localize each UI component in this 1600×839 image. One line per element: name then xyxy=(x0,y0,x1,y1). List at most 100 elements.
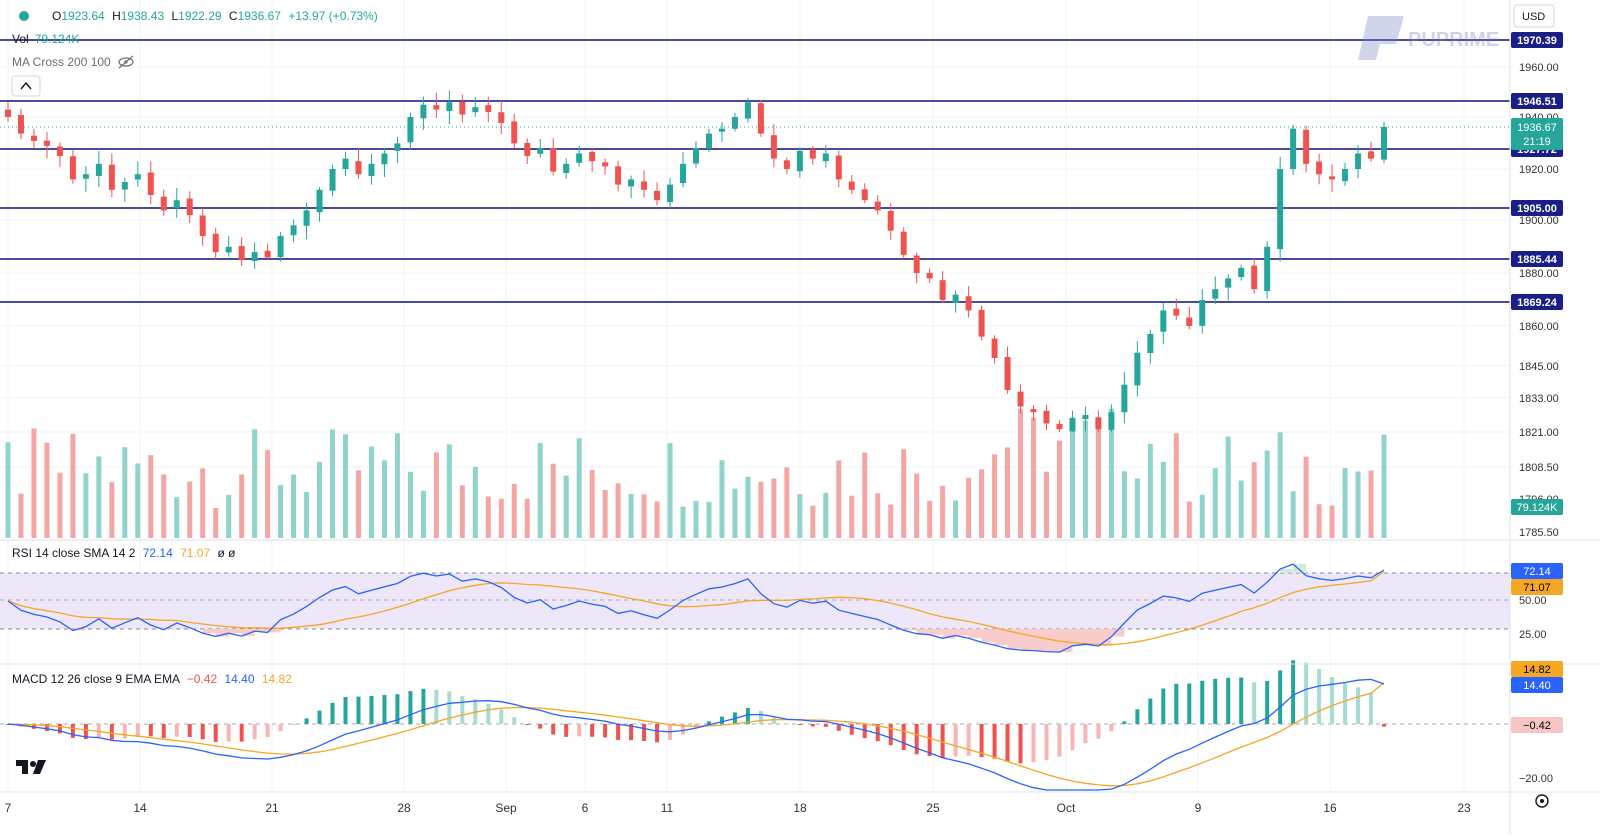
candle-body[interactable] xyxy=(718,128,725,132)
candle-body[interactable] xyxy=(290,225,297,236)
candle-body[interactable] xyxy=(550,148,557,172)
candle-body[interactable] xyxy=(667,184,674,203)
candle-body[interactable] xyxy=(355,161,362,175)
candle-body[interactable] xyxy=(809,149,816,159)
candle-body[interactable] xyxy=(368,163,375,176)
candle-body[interactable] xyxy=(1069,417,1076,432)
candle-body[interactable] xyxy=(1238,267,1245,278)
candle-body[interactable] xyxy=(1108,412,1115,430)
candle-body[interactable] xyxy=(861,189,868,201)
candle-body[interactable] xyxy=(563,163,570,174)
candle-body[interactable] xyxy=(744,102,751,119)
candle-body[interactable] xyxy=(446,102,453,112)
candle-body[interactable] xyxy=(628,179,635,187)
ma-cross-legend[interactable]: MA Cross 200 100 xyxy=(12,55,111,69)
candle-body[interactable] xyxy=(1277,169,1284,250)
macd-line[interactable] xyxy=(7,678,1385,791)
candle-body[interactable] xyxy=(407,117,414,143)
candle-body[interactable] xyxy=(705,133,712,149)
candle-body[interactable] xyxy=(511,121,518,144)
candle-body[interactable] xyxy=(56,146,63,157)
candle-body[interactable] xyxy=(5,109,11,117)
candle-body[interactable] xyxy=(485,105,492,113)
candle-body[interactable] xyxy=(731,117,738,129)
candle-body[interactable] xyxy=(822,153,829,162)
candle-body[interactable] xyxy=(978,309,985,337)
candle-body[interactable] xyxy=(1199,299,1206,326)
candle-body[interactable] xyxy=(589,151,596,162)
candle-body[interactable] xyxy=(965,296,972,311)
candle-body[interactable] xyxy=(1173,308,1180,316)
candle-body[interactable] xyxy=(147,172,154,195)
candle-body[interactable] xyxy=(693,148,699,164)
candle-body[interactable] xyxy=(134,174,141,180)
candle-body[interactable] xyxy=(1134,352,1141,386)
candle-body[interactable] xyxy=(1225,278,1232,288)
candle-body[interactable] xyxy=(1043,410,1050,424)
candle-body[interactable] xyxy=(1056,423,1063,430)
candle-body[interactable] xyxy=(277,236,284,258)
candle-body[interactable] xyxy=(303,210,310,226)
hidden-eye-icon[interactable] xyxy=(118,55,134,69)
candle-body[interactable] xyxy=(1303,129,1310,164)
candle-body[interactable] xyxy=(420,104,427,119)
candle-body[interactable] xyxy=(654,190,661,201)
candle-body[interactable] xyxy=(1381,127,1387,160)
candle-body[interactable] xyxy=(1212,289,1219,299)
candle-body[interactable] xyxy=(615,166,622,185)
candle-body[interactable] xyxy=(82,174,89,179)
candle-body[interactable] xyxy=(342,158,349,170)
candle-body[interactable] xyxy=(1355,153,1362,170)
candle-body[interactable] xyxy=(1290,128,1297,170)
candle-body[interactable] xyxy=(30,135,37,141)
candle-body[interactable] xyxy=(874,201,881,211)
candle-body[interactable] xyxy=(848,181,855,190)
rsi-line[interactable] xyxy=(7,563,1385,653)
candle-body[interactable] xyxy=(641,181,648,190)
candle-body[interactable] xyxy=(783,160,790,169)
settings-gear-icon[interactable] xyxy=(1535,794,1549,808)
candle-body[interactable] xyxy=(757,103,764,134)
candle-body[interactable] xyxy=(887,210,894,231)
candle-body[interactable] xyxy=(1329,176,1336,180)
candle-body[interactable] xyxy=(1264,246,1271,292)
candle-body[interactable] xyxy=(173,200,180,209)
candle-body[interactable] xyxy=(121,182,128,190)
currency-selector[interactable]: USD xyxy=(1513,4,1555,28)
candle-body[interactable] xyxy=(576,153,583,163)
tradingview-logo-icon[interactable] xyxy=(16,760,46,774)
time-axis[interactable]: 7 14 21 28 Sep 6 11 18 25 Oct 9 16 23 xyxy=(5,801,1471,815)
candle-body[interactable] xyxy=(17,114,24,134)
candle-body[interactable] xyxy=(95,163,102,176)
candle-body[interactable] xyxy=(1342,169,1349,182)
candle-body[interactable] xyxy=(329,169,336,191)
candle-body[interactable] xyxy=(1082,415,1089,420)
candle-body[interactable] xyxy=(1017,391,1024,407)
candle-body[interactable] xyxy=(602,162,609,167)
candle-body[interactable] xyxy=(498,112,505,124)
candle-body[interactable] xyxy=(238,246,245,261)
candle-body[interactable] xyxy=(186,198,193,216)
candle-body[interactable] xyxy=(160,196,167,211)
candle-body[interactable] xyxy=(1316,161,1323,175)
candle-body[interactable] xyxy=(1030,409,1037,413)
collapse-legend-button[interactable] xyxy=(11,75,41,97)
candle-body[interactable] xyxy=(1095,417,1102,430)
candle-body[interactable] xyxy=(537,148,544,154)
candle-body[interactable] xyxy=(1160,310,1167,332)
macd-signal-line[interactable] xyxy=(7,682,1385,787)
candle-body[interactable] xyxy=(225,246,232,253)
candle-body[interactable] xyxy=(108,164,115,190)
candle-body[interactable] xyxy=(1368,151,1375,159)
candle-body[interactable] xyxy=(952,294,959,303)
candle-body[interactable] xyxy=(459,101,466,115)
candle-body[interactable] xyxy=(939,280,946,300)
candle-body[interactable] xyxy=(381,153,388,165)
candle-body[interactable] xyxy=(796,150,803,172)
rsi-sma-line[interactable] xyxy=(7,570,1385,646)
candlestick-series[interactable] xyxy=(5,90,1387,432)
candle-body[interactable] xyxy=(524,142,531,157)
candle-body[interactable] xyxy=(1004,356,1011,390)
candle-body[interactable] xyxy=(199,215,206,237)
